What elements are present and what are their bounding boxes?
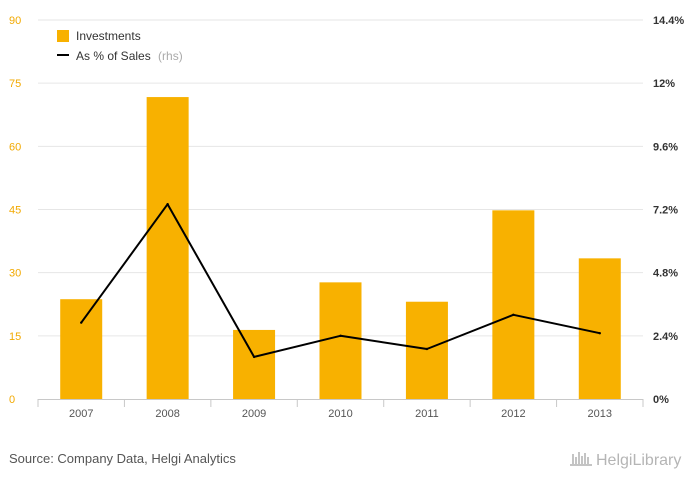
y2-tick-label: 12% bbox=[653, 78, 675, 90]
y-tick-label: 30 bbox=[9, 268, 21, 280]
legend: Investments As % of Sales (rhs) bbox=[57, 29, 183, 63]
x-tick-label: 2009 bbox=[242, 408, 266, 420]
bar bbox=[60, 299, 103, 399]
brand-name: HelgiLibrary bbox=[596, 452, 681, 469]
legend-swatch-investments bbox=[57, 30, 69, 42]
y-tick-label: 0 bbox=[9, 394, 15, 406]
x-tick-label: 2013 bbox=[588, 408, 612, 420]
bar bbox=[492, 210, 535, 399]
y2-tick-label: 0% bbox=[653, 394, 669, 406]
x-tick-label: 2007 bbox=[69, 408, 93, 420]
x-tick-label: 2010 bbox=[328, 408, 352, 420]
bar bbox=[319, 282, 362, 399]
y-tick-label: 45 bbox=[9, 205, 21, 217]
bar bbox=[146, 97, 189, 400]
bar bbox=[578, 258, 621, 399]
y2-tick-label: 2.4% bbox=[653, 331, 678, 343]
x-tick-label: 2008 bbox=[155, 408, 179, 420]
bars-layer bbox=[60, 97, 621, 400]
line-point bbox=[339, 334, 342, 338]
legend-label-investments: Investments bbox=[76, 29, 141, 43]
line-point bbox=[80, 321, 83, 324]
line-point bbox=[425, 347, 429, 351]
y-tick-label: 15 bbox=[9, 331, 21, 343]
legend-label-sales-ratio: As % of Sales (rhs) bbox=[76, 49, 183, 63]
y2-tick-label: 14.4% bbox=[653, 15, 684, 27]
line-point bbox=[252, 355, 256, 359]
brand-logo: HelgiLibrary bbox=[570, 452, 681, 469]
y-tick-label: 75 bbox=[9, 78, 21, 90]
x-tick-label: 2011 bbox=[415, 408, 439, 420]
legend-label-sales-ratio-name: As % of Sales bbox=[76, 49, 151, 63]
y2-tick-label: 7.2% bbox=[653, 205, 678, 217]
library-icon bbox=[570, 452, 592, 466]
bar bbox=[233, 329, 276, 399]
line-point bbox=[598, 332, 601, 335]
bar bbox=[405, 301, 448, 399]
y2-tick-label: 9.6% bbox=[653, 141, 678, 153]
legend-label-sales-ratio-suffix: (rhs) bbox=[158, 49, 183, 63]
y-tick-label: 60 bbox=[9, 141, 21, 153]
source-note: Source: Company Data, Helgi Analytics bbox=[9, 451, 236, 466]
x-tick-label: 2012 bbox=[501, 408, 525, 420]
line-point bbox=[512, 313, 515, 316]
line-point bbox=[166, 203, 169, 206]
axes-layer: 0 0% 15 2.4% 30 4.8% 45 7.2% 60 9.6% 75 12% 90 14.4% 2… bbox=[9, 15, 684, 420]
y-tick-label: 90 bbox=[9, 15, 21, 27]
line-layer bbox=[80, 203, 601, 359]
grid-layer bbox=[38, 19, 643, 337]
y2-tick-label: 4.8% bbox=[653, 268, 678, 280]
